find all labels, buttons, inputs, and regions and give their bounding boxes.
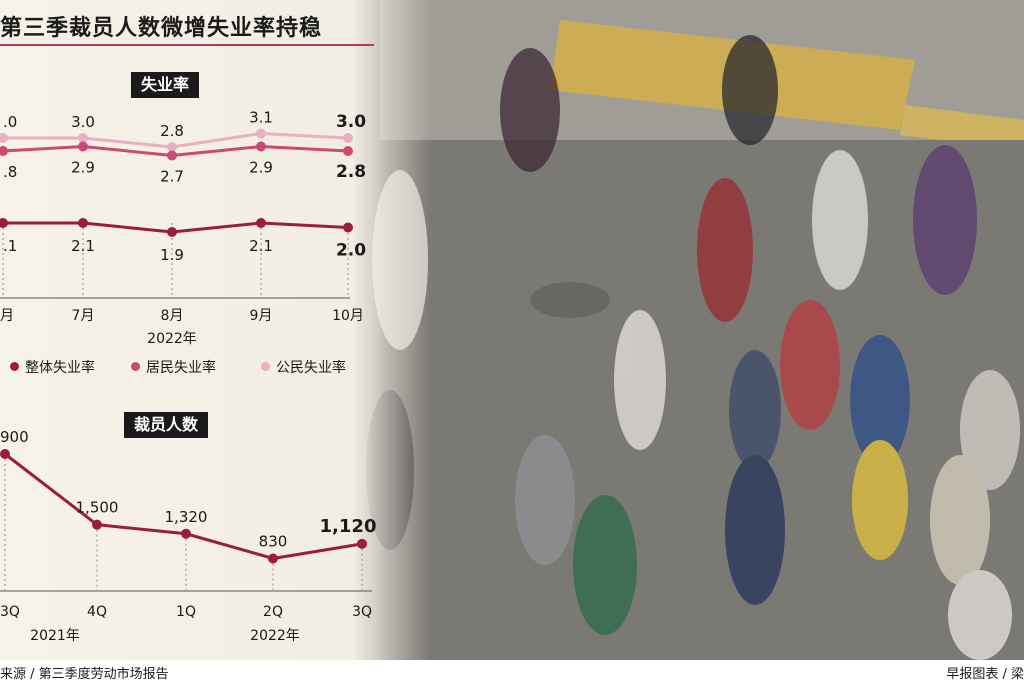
quarter-tick-label-0: 3Q <box>0 604 20 620</box>
quarter-tick-label-2: 1Q <box>176 604 196 620</box>
resident-rate-point-4 <box>343 146 353 156</box>
overall-rate-point-3 <box>256 218 266 228</box>
layoff-point-1 <box>92 519 102 530</box>
month-tick-label-3: 9月 <box>250 308 273 324</box>
legend-item-overall: 整体失业率 <box>10 357 95 377</box>
overall-rate-value-label-0: .1 <box>3 237 17 255</box>
layoff-value-label-1: 1,500 <box>76 499 119 517</box>
citizen-rate-value-label-0: .0 <box>3 113 17 131</box>
month-tick-label-1: 7月 <box>72 308 95 324</box>
citizen-rate-point-1 <box>78 133 88 143</box>
unemployment-legend: 整体失业率 居民失业率 公民失业率 <box>0 357 380 379</box>
unemployment-rate-chart: .0 3.0 2.8 3.1 3.0 .8 2.9 2.7 2.9 2.8 .1 2.1 1.9 2.1 2… <box>0 109 366 347</box>
citizen-rate-point-3 <box>256 128 266 139</box>
resident-rate-point-3 <box>256 141 266 152</box>
month-tick-label-0: 月 <box>0 308 14 324</box>
month-tick-label-2: 8月 <box>161 308 184 324</box>
layoff-point-2 <box>181 528 191 539</box>
quarter-tick-label-3: 2Q <box>263 604 283 620</box>
legend-label-overall: 整体失业率 <box>25 360 95 376</box>
layoff-point-3 <box>268 553 278 564</box>
legend-label-citizen: 公民失业率 <box>276 360 346 376</box>
legend-marker-resident <box>131 362 140 371</box>
layoff-point-4 <box>357 538 367 549</box>
year-label-2022: 2022年 <box>250 628 300 644</box>
overall-rate-value-label-2: 1.9 <box>160 246 184 264</box>
citizen-rate-value-label-1: 3.0 <box>71 113 95 131</box>
layoff-point-0 <box>0 449 10 459</box>
overall-rate-value-label-1: 2.1 <box>71 237 95 255</box>
layoff-value-label-3: 830 <box>259 532 288 550</box>
legend-item-resident: 居民失业率 <box>131 357 216 377</box>
infographic-panel: 第三季裁员人数微增失业率持稳 失业率 .0 3.0 2.8 3.1 3.0 .8 2.9 2.… <box>0 0 380 660</box>
citizen-rate-point-4 <box>343 133 353 143</box>
layoff-value-label-4: 1,120 <box>320 516 377 537</box>
layoff-line <box>4 452 363 560</box>
month-tick-label-4: 10月 <box>332 308 364 324</box>
resident-rate-value-label-0: .8 <box>3 163 17 181</box>
year-label-2021: 2021年 <box>30 628 80 644</box>
street-photo-background <box>0 0 1024 660</box>
layoffs-chart: 900 1,500 1,320 830 1,120 3Q 4Q 1Q 2Q 3Q 2021年 2022… <box>0 428 377 644</box>
legend-item-citizen: 公民失业率 <box>261 357 346 377</box>
quarter-tick-label-4: 3Q <box>352 604 372 620</box>
overall-rate-value-label-3: 2.1 <box>249 237 273 255</box>
layoff-value-label-2: 1,320 <box>165 508 208 526</box>
quarter-tick-label-1: 4Q <box>87 604 107 620</box>
year-label-2022: 2022年 <box>147 331 197 347</box>
resident-rate-point-0 <box>0 146 8 156</box>
legend-marker-citizen <box>261 362 270 371</box>
resident-rate-value-label-4: 2.8 <box>336 162 366 182</box>
legend-marker-overall <box>10 362 19 371</box>
overall-rate-point-1 <box>78 218 88 228</box>
layoff-value-label-0: 900 <box>0 428 29 446</box>
resident-rate-point-2 <box>167 150 177 161</box>
graphic-credit: 早报图表 / 梁 <box>946 667 1024 682</box>
citizen-rate-value-label-4: 3.0 <box>336 112 366 132</box>
citizen-rate-value-label-3: 3.1 <box>249 109 273 127</box>
footer: 来源 / 第三季度劳动市场报告 早报图表 / 梁 <box>0 660 1024 682</box>
resident-rate-value-label-3: 2.9 <box>249 159 273 177</box>
citizen-rate-value-label-2: 2.8 <box>160 122 184 140</box>
headline-rule <box>0 44 374 46</box>
resident-rate-value-label-1: 2.9 <box>71 159 95 177</box>
citizen-rate-point-2 <box>167 142 177 152</box>
layoffs-title: 裁员人数 <box>124 412 209 438</box>
overall-rate-point-0 <box>0 218 8 228</box>
legend-label-resident: 居民失业率 <box>146 360 216 376</box>
overall-rate-point-4 <box>343 222 353 233</box>
unemployment-rate-title: 失业率 <box>131 72 200 98</box>
headline: 第三季裁员人数微增失业率持稳 <box>0 16 323 41</box>
resident-rate-point-1 <box>78 141 88 152</box>
resident-rate-value-label-2: 2.7 <box>160 168 184 186</box>
overall-rate-value-label-4: 2.0 <box>336 241 366 261</box>
source-note: 来源 / 第三季度劳动市场报告 <box>0 667 169 682</box>
citizen-rate-point-0 <box>0 133 8 143</box>
overall-rate-point-2 <box>167 227 177 237</box>
